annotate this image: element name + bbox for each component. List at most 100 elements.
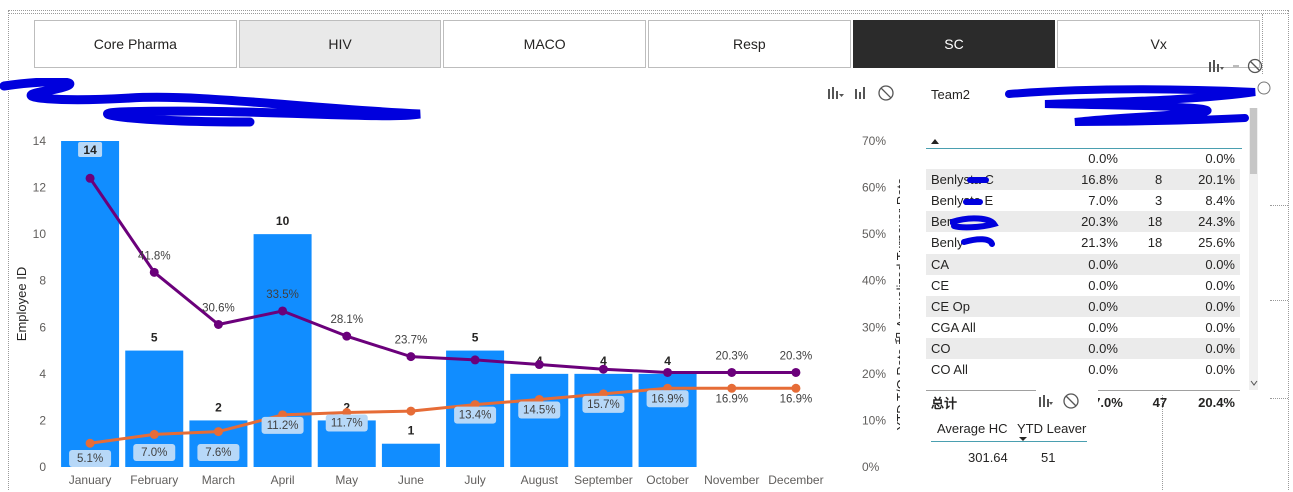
- line-label-bg: [133, 444, 176, 461]
- frame-top-2: [8, 13, 1288, 14]
- series-point: [534, 360, 544, 370]
- sort-descending-icon[interactable]: [1018, 436, 1028, 442]
- table-row[interactable]: CE 0.0% 0.0%: [926, 275, 1240, 296]
- line-data-label: 16.9%: [651, 393, 684, 405]
- row-value-3: 0.0%: [1205, 319, 1235, 335]
- row-name: Benly: [931, 235, 964, 251]
- line-data-label: 41.8%: [138, 250, 171, 262]
- table-row[interactable]: 0.0% 0.0%: [926, 148, 1240, 169]
- row-value-2: 3: [1154, 193, 1163, 209]
- slicer-button-sc[interactable]: SC: [852, 20, 1056, 68]
- line-data-label: 7.0%: [141, 447, 167, 459]
- row-value-2: 18: [1147, 235, 1163, 251]
- line-data-label: 28.1%: [330, 314, 363, 326]
- table-scrollbar[interactable]: [1249, 108, 1258, 390]
- row-value-2: 18: [1147, 214, 1163, 230]
- bar-chart-icon[interactable]: [853, 85, 869, 101]
- series-point: [791, 383, 801, 393]
- line-data-label: 30.6%: [202, 302, 235, 314]
- x-tick-label: December: [768, 473, 823, 487]
- table-header-underline: [926, 148, 1242, 149]
- slicer-button-core-pharma[interactable]: Core Pharma: [34, 20, 237, 68]
- slicer-button-hiv[interactable]: HIV: [238, 20, 442, 68]
- table-row[interactable]: Benlysta C 16.8% 8 20.1%: [926, 169, 1240, 191]
- frame-inner-right: [1262, 14, 1263, 74]
- row-name: CA: [931, 256, 950, 272]
- slicer-button-maco[interactable]: MACO: [443, 20, 647, 68]
- line-data-label: 33.5%: [266, 289, 299, 301]
- y-tick-label: 0: [39, 460, 46, 474]
- row-name: CO All: [931, 362, 968, 377]
- row-value-1: 0.0%: [1088, 151, 1118, 166]
- card-value-ytd-leaver: 51: [1041, 450, 1056, 465]
- row-name: Ben: [931, 214, 955, 230]
- row-value-1: 0.0%: [1088, 362, 1118, 377]
- series-line: [88, 177, 796, 374]
- row-value-3: 24.3%: [1198, 214, 1235, 230]
- team-slicer: Core Pharma HIV MACO Resp SC Vx: [34, 20, 1261, 68]
- chart-bar: [381, 443, 440, 467]
- table-row[interactable]: CO All 0.0% 0.0%: [926, 359, 1240, 380]
- line-data-label: 15.7%: [587, 399, 620, 411]
- bar-label-bg: [78, 142, 103, 157]
- no-filter-icon[interactable]: [877, 84, 895, 102]
- total-label: 总计: [931, 395, 958, 411]
- sort-ascending-icon[interactable]: [929, 137, 941, 145]
- chart-visual-icons: [827, 84, 895, 102]
- table-row[interactable]: CGA All 0.0% 0.0%: [926, 317, 1240, 338]
- slicer-button-resp[interactable]: Resp: [648, 20, 851, 68]
- chart-bar: [510, 373, 569, 467]
- total-value-2: 47: [1152, 394, 1168, 410]
- total-value-1: 7.0%: [1093, 394, 1123, 410]
- bar-data-label: 4: [600, 354, 607, 368]
- series-line: [89, 386, 796, 445]
- y2-tick-label: 10%: [862, 413, 886, 427]
- row-name: CE Op: [931, 298, 971, 314]
- table-row[interactable]: Benlysta E 7.0% 3 8.4%: [926, 190, 1240, 211]
- drill-icon[interactable]: [1036, 393, 1054, 409]
- card-header-average-hc[interactable]: Average HC: [937, 421, 1008, 436]
- card-header-ytd-leaver[interactable]: YTD Leaver: [1017, 421, 1087, 436]
- y-axis-title: Employee ID: [14, 267, 29, 341]
- row-name: CO: [931, 340, 951, 356]
- row-value-3: 0.0%: [1205, 340, 1235, 356]
- drill-icon[interactable]: [1207, 58, 1225, 74]
- line-label-bg: [69, 450, 112, 467]
- line-data-label: 14.5%: [523, 404, 556, 416]
- table-row[interactable]: Benly 21.3% 18 25.6%: [926, 232, 1240, 253]
- y2-tick-label: 60%: [862, 181, 886, 195]
- table-header-team2[interactable]: Team2: [931, 87, 971, 102]
- scrollbar-thumb[interactable]: [1250, 108, 1257, 174]
- x-tick-label: August: [521, 473, 559, 487]
- frame-left: [8, 10, 9, 490]
- series-point: [406, 406, 416, 416]
- row-value-3: 25.6%: [1198, 235, 1235, 251]
- series-point: [85, 438, 95, 448]
- line-label-bg: [582, 395, 625, 413]
- redaction-scribble: [0, 78, 421, 127]
- bar-data-label: 4: [664, 354, 671, 368]
- y2-tick-label: 20%: [862, 367, 886, 381]
- no-filter-icon[interactable]: [1247, 58, 1263, 74]
- table-row[interactable]: CO 0.0% 0.0%: [926, 337, 1240, 359]
- table-row[interactable]: CE Op 0.0% 0.0%: [926, 295, 1240, 317]
- line-data-label: 20.3%: [780, 350, 813, 362]
- series-point: [85, 173, 95, 183]
- y2-tick-label: 70%: [862, 134, 886, 148]
- bar-data-label: 1: [408, 424, 415, 438]
- slicer-visual-icons: [1207, 58, 1263, 74]
- frame-tick-1: [1270, 205, 1288, 206]
- scroll-down-icon[interactable]: [1250, 380, 1258, 386]
- card-frame-right: [1162, 395, 1163, 490]
- table-row[interactable]: Ben 20.3% 18 24.3%: [926, 211, 1240, 233]
- row-value-1: 20.3%: [1081, 214, 1118, 230]
- series-point: [406, 352, 416, 362]
- no-filter-icon[interactable]: [1062, 392, 1080, 410]
- drill-icon[interactable]: [827, 85, 845, 101]
- series-point: [213, 319, 223, 329]
- table-row[interactable]: CA 0.0% 0.0%: [926, 253, 1240, 275]
- bar-data-label: 2: [343, 400, 350, 414]
- x-tick-label: March: [202, 473, 235, 487]
- slicer-button-vx[interactable]: Vx: [1057, 20, 1261, 68]
- y2-tick-label: 0%: [862, 460, 880, 474]
